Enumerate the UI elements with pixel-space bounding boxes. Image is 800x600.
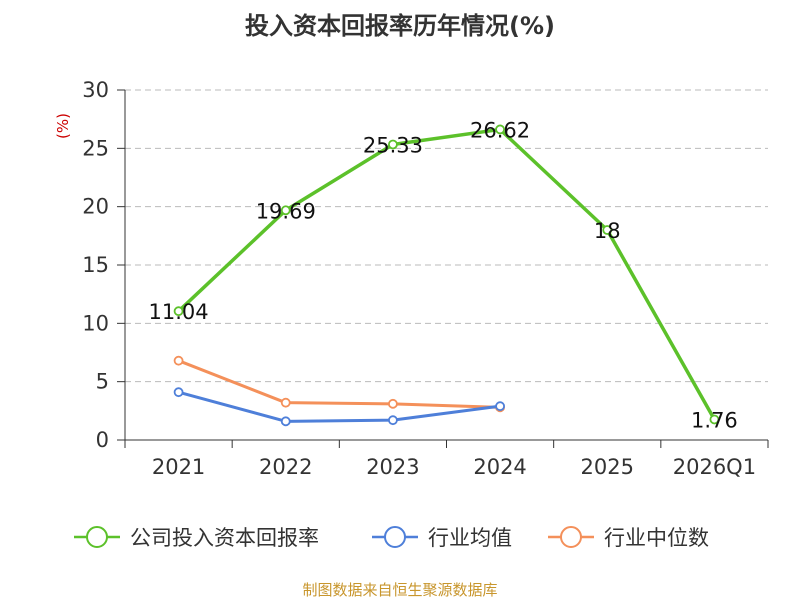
legend-item[interactable]: 行业均值: [372, 526, 512, 550]
y-tick-label: 10: [82, 311, 109, 335]
y-tick-label: 5: [96, 370, 109, 394]
legend-label: 公司投入资本回报率: [130, 526, 319, 550]
x-tick-label: 2021: [152, 455, 205, 479]
x-tick-label: 2023: [366, 455, 419, 479]
chart-title: 投入资本回报率历年情况(%): [245, 12, 555, 40]
data-point[interactable]: [280, 205, 291, 216]
legend-label: 行业均值: [428, 526, 512, 550]
data-point[interactable]: [495, 401, 505, 412]
data-point[interactable]: [388, 398, 398, 409]
data-point[interactable]: [709, 414, 720, 425]
series-0: [173, 124, 720, 425]
y-axis-unit-label: (%): [54, 113, 72, 139]
data-point[interactable]: [602, 225, 613, 235]
data-label: 11.04: [149, 300, 209, 324]
data-label: 19.69: [256, 199, 316, 223]
legend-item[interactable]: 公司投入资本回报率: [74, 526, 319, 550]
x-tick-label: 2025: [581, 455, 634, 479]
series-1: [173, 387, 505, 427]
data-point[interactable]: [388, 139, 398, 150]
data-point[interactable]: [280, 397, 291, 408]
data-point[interactable]: [173, 387, 184, 398]
series-group: 11.04 19.69 25.33 26.62 18 1.76: [149, 118, 738, 432]
legend-label: 行业中位数: [604, 526, 709, 550]
x-tick-label: 2026Q1: [673, 455, 756, 479]
data-point[interactable]: [495, 124, 505, 135]
legend-item[interactable]: 行业中位数: [548, 526, 709, 550]
x-tick-label: 2022: [259, 455, 312, 479]
y-tick-label: 30: [82, 78, 109, 102]
series-line: [177, 127, 716, 421]
legend-marker: [384, 526, 406, 548]
data-point[interactable]: [173, 306, 184, 317]
gridlines: [125, 89, 768, 383]
y-tick-label: 25: [82, 136, 109, 160]
data-label: 26.62: [470, 118, 530, 142]
series-line: [178, 359, 501, 409]
data-label: 25.33: [363, 133, 423, 157]
data-point[interactable]: [388, 415, 398, 426]
y-tick-label: 20: [82, 195, 109, 219]
data-label: 1.76: [691, 408, 738, 432]
series-line: [178, 390, 501, 423]
source-note: 制图数据来自恒生聚源数据库: [302, 581, 497, 599]
legend-marker: [86, 526, 108, 548]
data-label: 18: [594, 219, 621, 243]
x-tick-label: 2024: [473, 455, 526, 479]
data-point[interactable]: [173, 355, 184, 366]
y-tick-label: 0: [96, 428, 109, 452]
y-tick-label: 15: [82, 253, 109, 277]
legend-marker: [560, 526, 582, 548]
data-point[interactable]: [280, 416, 291, 427]
legend[interactable]: 公司投入资本回报率 行业均值 行业中位数: [74, 526, 709, 550]
